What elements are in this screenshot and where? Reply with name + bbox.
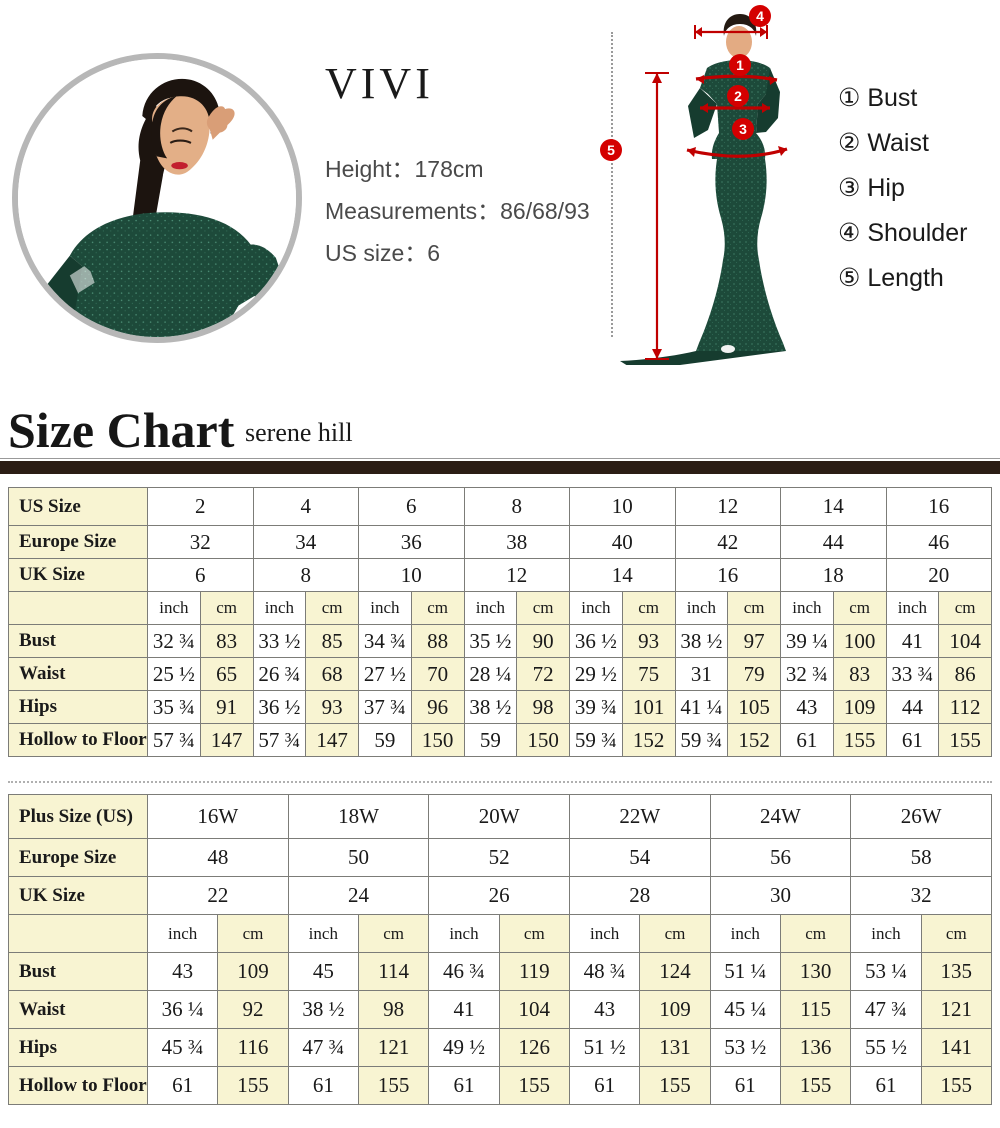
svg-text:3: 3	[739, 121, 747, 137]
svg-text:5: 5	[607, 142, 615, 158]
svg-text:1: 1	[736, 57, 744, 73]
svg-text:4: 4	[756, 8, 764, 24]
svg-text:2: 2	[734, 88, 742, 104]
